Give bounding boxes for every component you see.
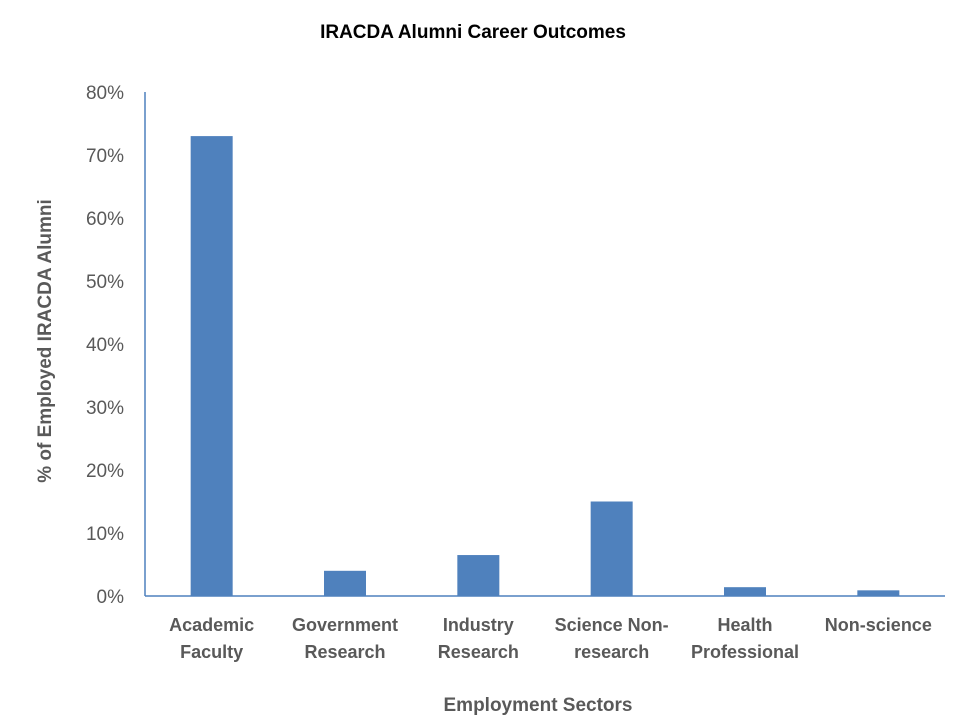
x-category-label: Industry Research	[438, 615, 519, 662]
x-category-label: Health Professional	[691, 615, 799, 662]
x-category-label: Non-science	[825, 615, 932, 635]
y-tick-label: 40%	[86, 335, 124, 356]
x-category-label: Government Research	[292, 615, 398, 662]
bar	[190, 136, 233, 596]
y-tick-label: 30%	[86, 398, 124, 419]
y-tick-label: 70%	[86, 146, 124, 167]
bar	[324, 570, 366, 596]
x-axis-category-labels: Academic Faculty Government Research Industr…	[169, 615, 932, 662]
y-tick-label: 60%	[86, 209, 124, 230]
bar	[857, 590, 900, 596]
chart-title: IRACDA Alumni Career Outcomes	[320, 22, 626, 43]
bar-series	[190, 136, 900, 596]
x-category-label: Science Non-research	[555, 615, 669, 662]
y-tick-label: 50%	[86, 272, 124, 293]
y-tick-label: 10%	[86, 524, 124, 545]
bar	[457, 555, 500, 596]
bar	[724, 587, 766, 596]
y-axis-title: % of Employed IRACDA Alumni	[35, 199, 56, 483]
bar	[590, 501, 633, 596]
x-axis-title: Employment Sectors	[444, 695, 633, 716]
y-axis-ticks: 0% 10% 20% 30% 40% 50% 60% 70% 80%	[86, 83, 124, 608]
y-tick-label: 80%	[86, 83, 124, 104]
x-category-label: Academic Faculty	[169, 615, 254, 662]
y-tick-label: 0%	[97, 587, 125, 608]
y-tick-label: 20%	[86, 461, 124, 482]
